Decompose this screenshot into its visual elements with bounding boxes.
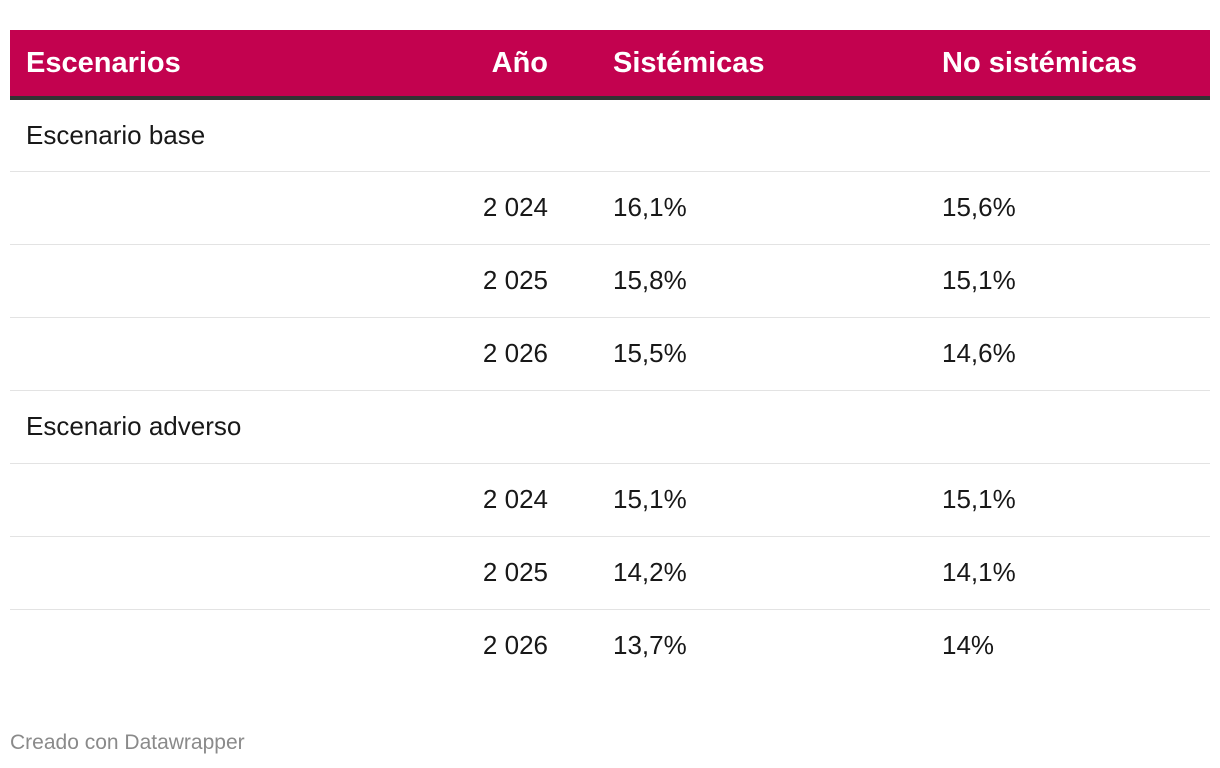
cell-sistemicas bbox=[550, 98, 880, 171]
table-row: 2 024 15,1% 15,1% bbox=[10, 463, 1210, 536]
cell-no-sistemicas: 15,1% bbox=[942, 484, 1016, 514]
cell-escenario: Escenario base bbox=[26, 119, 206, 150]
table-row: 2 026 15,5% 14,6% bbox=[10, 317, 1210, 390]
cell-no-sistemicas bbox=[880, 98, 1210, 171]
cell-sistemicas: 13,7% bbox=[613, 630, 687, 661]
cell-sistemicas: 15,8% bbox=[613, 265, 687, 295]
cell-sistemicas: 15,1% bbox=[613, 484, 687, 514]
cell-sistemicas bbox=[550, 390, 880, 463]
cell-ano: 2 026 bbox=[482, 338, 548, 368]
cell-ano: 2 025 bbox=[482, 265, 548, 295]
table-row: 2 025 14,2% 14,1% bbox=[10, 536, 1210, 609]
cell-escenario bbox=[10, 317, 430, 390]
cell-sistemicas: 14,2% bbox=[613, 557, 687, 587]
data-table: Escenarios Año Sistémicas No sistémicas … bbox=[10, 30, 1210, 682]
cell-no-sistemicas: 14,6% bbox=[942, 338, 1016, 368]
cell-ano: 2 024 bbox=[482, 484, 548, 514]
column-header-no-sistemicas[interactable]: No sistémicas bbox=[880, 30, 1210, 100]
cell-ano: 2 024 bbox=[482, 192, 548, 222]
cell-no-sistemicas: 15,6% bbox=[942, 192, 1016, 222]
table-row: Escenario adverso bbox=[10, 390, 1210, 463]
table-row: Escenario base bbox=[10, 98, 1210, 171]
cell-escenario bbox=[10, 609, 430, 682]
datawrapper-credit[interactable]: Creado con Datawrapper bbox=[10, 731, 245, 754]
cell-ano: 2 026 bbox=[482, 630, 548, 661]
cell-no-sistemicas: 14,1% bbox=[942, 557, 1016, 587]
table-row: 2 026 13,7% 14% bbox=[10, 609, 1210, 682]
cell-sistemicas: 15,5% bbox=[613, 338, 687, 368]
cell-ano bbox=[430, 98, 550, 171]
cell-no-sistemicas: 15,1% bbox=[942, 265, 1016, 295]
column-header-ano[interactable]: Año bbox=[430, 30, 550, 100]
cell-no-sistemicas: 14% bbox=[942, 630, 995, 661]
cell-escenario bbox=[10, 463, 430, 536]
data-table-container: Escenarios Año Sistémicas No sistémicas … bbox=[10, 30, 1210, 682]
cell-ano: 2 025 bbox=[482, 557, 548, 587]
table-row: 2 024 16,1% 15,6% bbox=[10, 171, 1210, 244]
column-header-sistemicas[interactable]: Sistémicas bbox=[550, 30, 880, 100]
column-header-escenarios[interactable]: Escenarios bbox=[10, 30, 430, 100]
cell-escenario bbox=[10, 171, 430, 244]
cell-escenario bbox=[10, 536, 430, 609]
header-row: Escenarios Año Sistémicas No sistémicas bbox=[10, 30, 1210, 100]
cell-sistemicas: 16,1% bbox=[613, 192, 687, 222]
cell-escenario: Escenario adverso bbox=[26, 411, 242, 441]
cell-escenario bbox=[10, 244, 430, 317]
table-row: 2 025 15,8% 15,1% bbox=[10, 244, 1210, 317]
table-header: Escenarios Año Sistémicas No sistémicas bbox=[10, 30, 1210, 100]
table-body: Escenario base 2 024 16,1% 15,6% 2 025 1… bbox=[10, 98, 1210, 682]
cell-ano bbox=[430, 390, 550, 463]
cell-no-sistemicas bbox=[880, 390, 1210, 463]
